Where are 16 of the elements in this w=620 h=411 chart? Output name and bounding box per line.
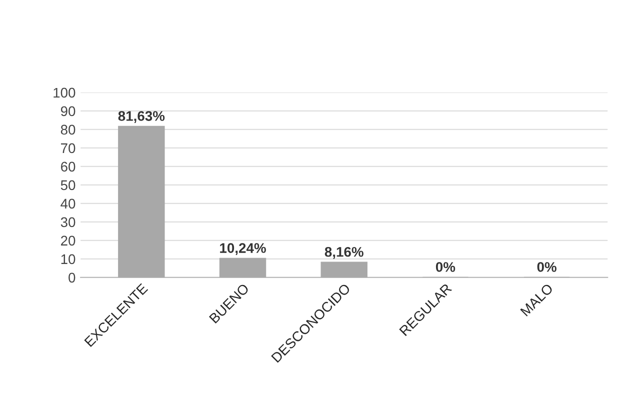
y-tick-label: 10 bbox=[61, 254, 76, 264]
y-tick-label: 50 bbox=[60, 180, 76, 190]
data-label: 0% bbox=[436, 262, 456, 272]
data-label: 81,63% bbox=[118, 111, 165, 123]
y-tick-label: 80 bbox=[60, 124, 76, 135]
y-tick-label: 60 bbox=[60, 162, 76, 172]
y-tick-label: 70 bbox=[61, 143, 76, 154]
data-label: 0% bbox=[537, 262, 556, 272]
y-tick-label: 40 bbox=[60, 198, 76, 209]
y-tick-label: 100 bbox=[54, 88, 76, 98]
y-tick-label: 90 bbox=[60, 106, 76, 116]
y-tick-label: 30 bbox=[60, 217, 76, 228]
y-tick-label: 0 bbox=[68, 272, 76, 283]
data-label: 8,16% bbox=[324, 246, 364, 259]
y-tick-label: 20 bbox=[60, 236, 76, 246]
data-label: 10,24% bbox=[220, 243, 266, 255]
